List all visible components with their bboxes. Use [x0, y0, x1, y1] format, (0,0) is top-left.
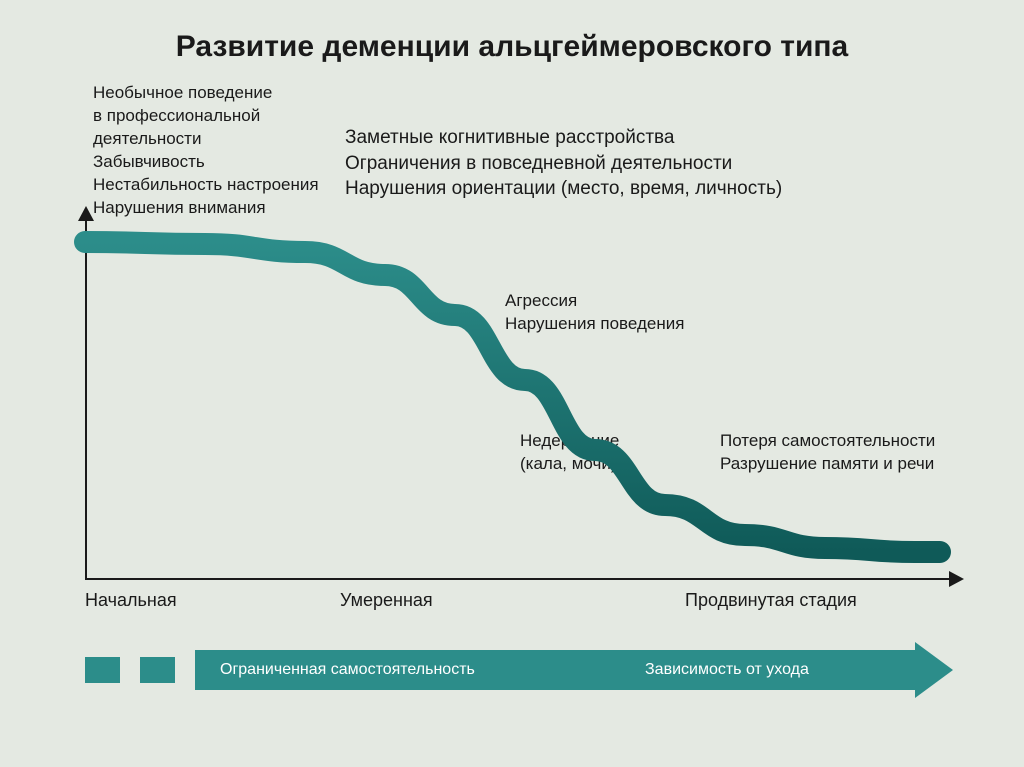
annotation-top-left: Необычное поведениев профессиональнойдея… [93, 82, 319, 220]
stage-initial: Начальная [85, 590, 177, 611]
arrow-label-left: Ограниченная самостоятельность [220, 661, 475, 679]
annotation-top-right: Заметные когнитивные расстройстваОгранич… [345, 125, 782, 202]
arrow-body: Ограниченная самостоятельность Зависимос… [195, 650, 915, 690]
decline-curve [85, 220, 950, 580]
stage-advanced: Продвинутая стадия [685, 590, 857, 611]
stage-moderate: Умеренная [340, 590, 433, 611]
arrow-label-right: Зависимость от ухода [645, 661, 809, 679]
arrow-head-icon [915, 642, 953, 698]
arrow-dash-2 [140, 657, 175, 683]
y-axis-arrow-icon [78, 206, 94, 221]
chart-area [85, 220, 950, 580]
arrow-dash-1 [85, 657, 120, 683]
progress-arrow: Ограниченная самостоятельность Зависимос… [85, 650, 955, 690]
page-title: Развитие деменции альцгеймеровского типа [0, 30, 1024, 64]
x-axis-arrow-icon [949, 571, 964, 587]
